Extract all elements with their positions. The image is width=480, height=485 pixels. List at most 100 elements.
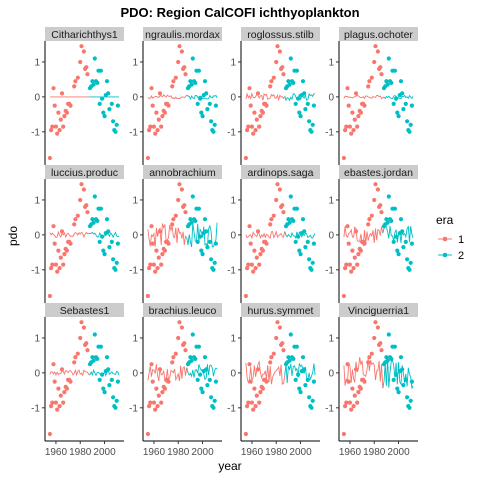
data-point xyxy=(367,79,371,83)
data-point xyxy=(354,91,358,95)
data-point xyxy=(353,256,357,260)
data-point xyxy=(344,263,348,267)
y-tick-label: 0 xyxy=(34,92,40,103)
y-tick-label: 1 xyxy=(132,333,138,344)
data-point xyxy=(272,76,276,80)
data-point xyxy=(58,404,62,408)
data-point xyxy=(105,79,109,83)
facet-strip-label: brachius.leuco xyxy=(149,305,217,317)
data-point xyxy=(201,114,205,118)
data-point xyxy=(170,222,174,226)
data-point xyxy=(204,91,208,95)
y-tick-label: 1 xyxy=(230,195,236,206)
y-tick-label: 1 xyxy=(230,333,236,344)
data-point xyxy=(348,401,352,405)
facet-strip-label: plagus.ochoter xyxy=(344,29,413,41)
data-point xyxy=(359,111,363,115)
data-point xyxy=(158,91,162,95)
data-point xyxy=(203,79,207,83)
data-point xyxy=(51,224,55,228)
data-point xyxy=(55,132,59,136)
data-point xyxy=(79,44,83,48)
data-point xyxy=(48,156,52,160)
data-point xyxy=(299,252,303,256)
data-point xyxy=(410,104,414,108)
data-point xyxy=(278,325,282,329)
legend-label: 2 xyxy=(458,250,464,262)
data-point xyxy=(303,107,307,111)
data-point xyxy=(58,266,62,270)
data-point xyxy=(106,367,110,371)
data-point xyxy=(156,266,160,270)
data-point xyxy=(347,380,351,384)
y-tick-label: 0 xyxy=(328,92,334,103)
y-tick-label: 0 xyxy=(328,368,334,379)
data-point xyxy=(366,360,370,364)
data-point xyxy=(301,79,305,83)
data-point xyxy=(214,104,218,108)
data-point xyxy=(312,380,316,384)
data-point xyxy=(61,125,65,129)
data-point xyxy=(54,401,58,405)
data-point xyxy=(197,69,201,73)
data-point xyxy=(407,130,411,134)
data-point xyxy=(62,390,66,394)
data-point xyxy=(153,270,157,274)
data-point xyxy=(60,91,64,95)
data-point xyxy=(116,104,120,108)
data-point xyxy=(174,76,178,80)
y-tick-label: 0 xyxy=(230,230,236,241)
data-point xyxy=(106,91,110,95)
data-point xyxy=(208,240,212,244)
data-point xyxy=(255,394,259,398)
data-point xyxy=(166,242,170,246)
data-point xyxy=(56,387,60,391)
data-point xyxy=(197,207,201,211)
data-point xyxy=(209,119,213,123)
data-point xyxy=(353,118,357,122)
data-point xyxy=(156,404,160,408)
data-point xyxy=(258,252,262,256)
data-point xyxy=(352,266,356,270)
data-point xyxy=(294,240,298,244)
y-tick-label: -1 xyxy=(31,127,40,138)
data-point xyxy=(349,408,353,412)
data-point xyxy=(255,256,259,260)
data-point xyxy=(373,320,377,324)
data-point xyxy=(153,132,157,136)
data-point xyxy=(281,348,285,352)
y-tick-label: -1 xyxy=(325,127,334,138)
data-point xyxy=(79,320,83,324)
data-point xyxy=(295,69,299,73)
data-point xyxy=(352,404,356,408)
data-point xyxy=(180,187,184,191)
data-point xyxy=(405,119,409,123)
data-point xyxy=(149,224,153,228)
data-point xyxy=(55,270,59,274)
data-point xyxy=(59,394,63,398)
data-point xyxy=(268,360,272,364)
data-point xyxy=(268,84,272,88)
data-point xyxy=(288,83,292,87)
data-point xyxy=(201,252,205,256)
facet-strip-label: roglossus.stilb xyxy=(247,29,314,41)
data-point xyxy=(115,261,119,265)
legend-label: 1 xyxy=(458,234,464,246)
data-point xyxy=(370,352,374,356)
data-point xyxy=(254,404,258,408)
data-point xyxy=(348,263,352,267)
data-point xyxy=(394,373,398,377)
data-point xyxy=(196,102,200,106)
data-point xyxy=(278,49,282,53)
data-point xyxy=(348,125,352,129)
data-point xyxy=(148,263,152,267)
facet-strip-label: annobrachium xyxy=(149,167,216,179)
data-point xyxy=(100,97,104,101)
facet-strip-label: Vinciguerria1 xyxy=(348,305,409,317)
data-point xyxy=(387,56,391,60)
data-point xyxy=(106,229,110,233)
data-point xyxy=(148,401,152,405)
data-point xyxy=(160,114,164,118)
data-point xyxy=(379,72,383,76)
data-point xyxy=(289,56,293,60)
